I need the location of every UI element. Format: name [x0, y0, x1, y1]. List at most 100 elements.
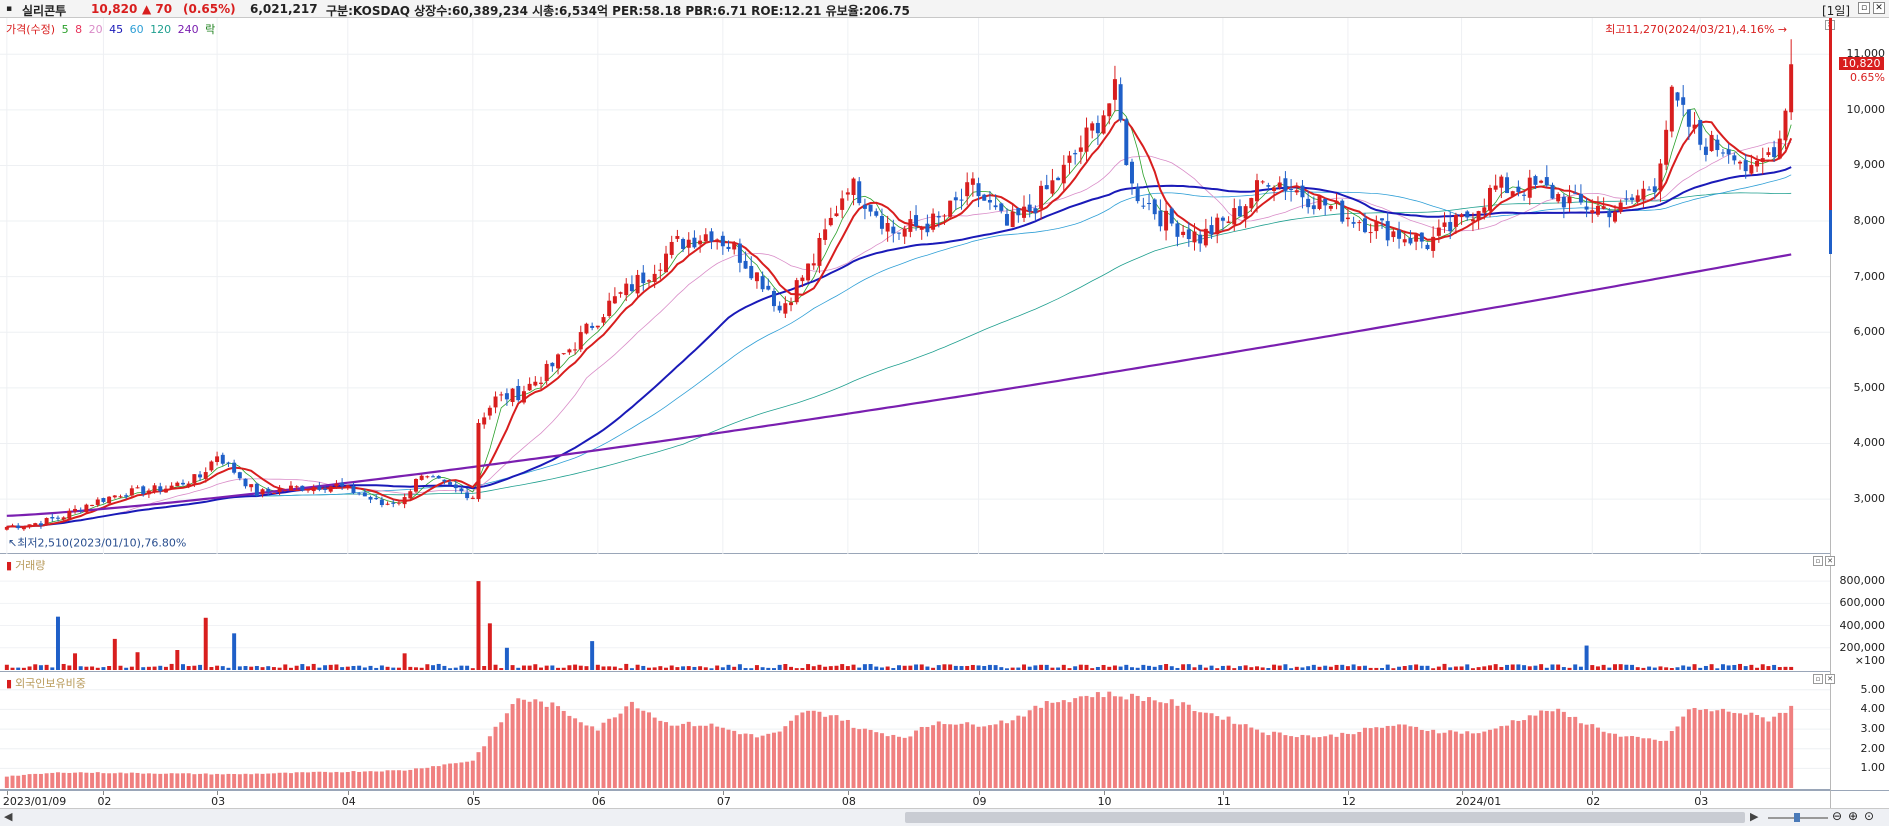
foreign-minimize-icon[interactable]: ▫ — [1813, 674, 1823, 684]
candle — [1664, 120, 1669, 171]
scrollbar[interactable]: ◀ ▶ ⊖ ⊕ ⊙ — [0, 808, 1889, 826]
window-menu-icon[interactable]: ▪ — [6, 4, 13, 14]
foreign-bar — [646, 712, 651, 788]
candle — [692, 230, 697, 249]
volume-bar — [1715, 668, 1720, 670]
foreign-bar — [181, 773, 185, 788]
candle — [1556, 192, 1561, 204]
foreign-bar — [237, 774, 242, 788]
restore-icon[interactable]: ▫ — [1858, 2, 1870, 14]
zoom-in-icon[interactable]: ⊕ — [1848, 809, 1859, 823]
scroll-left-icon[interactable]: ◀ — [4, 810, 13, 823]
foreign-bar — [982, 726, 987, 788]
zoom-slider-handle[interactable] — [1794, 813, 1800, 822]
foreign-bar — [516, 698, 521, 788]
foreign-bar — [379, 771, 384, 788]
candle — [1431, 226, 1436, 258]
price-axis[interactable]: ▫ ✕ 11,00010,0009,0008,0007,0006,0005,00… — [1825, 18, 1889, 554]
volume-bar — [1175, 667, 1180, 670]
foreign-bar — [1681, 716, 1686, 788]
volume-bar — [419, 667, 424, 670]
price-legend: 가격(수정) 5 8 20 45 60 120 240 락 — [6, 21, 218, 37]
volume-bar — [1033, 665, 1038, 670]
candle — [1362, 212, 1367, 234]
volume-axis[interactable]: ▫ ✕ 800,000 600,000 400,000 200,000 ×100 — [1813, 554, 1889, 672]
foreign-bar — [1783, 712, 1788, 788]
foreign-bar — [283, 772, 288, 788]
volume-bar — [902, 665, 907, 670]
candle — [601, 313, 606, 327]
foreign-pane[interactable]: ▮ 외국인보유비중 — [0, 672, 1830, 790]
candle — [891, 219, 896, 243]
period-selector[interactable]: [1일] — [1822, 4, 1851, 18]
volume-bar — [1260, 667, 1265, 670]
foreign-bar — [146, 773, 151, 788]
candle — [1584, 197, 1589, 218]
candle — [1198, 230, 1203, 252]
volume-bar — [1505, 664, 1510, 670]
high-annotation: 최고11,270(2024/03/21),4.16% → — [1605, 23, 1787, 36]
zoom-out-icon[interactable]: ⊖ — [1832, 809, 1843, 823]
volume-bar — [879, 667, 884, 670]
volume-bar — [783, 664, 788, 670]
volume-bar — [175, 650, 180, 670]
zoom-reset-icon[interactable]: ⊙ — [1864, 809, 1875, 823]
volume-bar — [1277, 665, 1282, 670]
foreign-bar — [1584, 724, 1589, 788]
close-icon[interactable]: ✕ — [1873, 2, 1885, 14]
candle — [1192, 223, 1197, 251]
foreign-bar — [800, 712, 805, 788]
foreign-bar — [811, 710, 816, 788]
volume-bar — [402, 653, 407, 670]
candle — [612, 287, 617, 305]
foreign-bar — [1215, 716, 1220, 788]
candle — [1220, 216, 1225, 231]
candle — [1482, 198, 1487, 220]
volume-bar — [101, 667, 106, 670]
volume-bar — [1493, 664, 1498, 670]
volume-bar — [1789, 666, 1794, 670]
price-tick-label: 3,000 — [1853, 492, 1886, 506]
price-pane[interactable]: 최고11,270(2024/03/21),4.16% → ↖최저2,510(202… — [0, 18, 1830, 554]
candle — [573, 342, 578, 355]
foreign-bar — [1380, 727, 1385, 788]
foreign-close-icon[interactable]: ✕ — [1825, 674, 1835, 684]
volume-bar — [1709, 664, 1714, 670]
candle — [698, 235, 703, 253]
candle — [107, 496, 112, 504]
volume-bar — [1397, 666, 1402, 670]
candle — [1436, 219, 1441, 243]
foreign-bar — [1539, 710, 1544, 788]
volume-bar — [311, 663, 316, 670]
foreign-axis[interactable]: ▫ ✕ 5.00 4.00 3.00 2.00 1.00 — [1813, 672, 1889, 790]
candle — [1544, 165, 1549, 188]
foreign-bar — [1533, 715, 1538, 788]
candle — [1164, 201, 1169, 241]
volume-bar — [1169, 666, 1174, 670]
foreign-bar — [1698, 709, 1703, 788]
foreign-bar — [27, 774, 32, 788]
volume-pane[interactable]: ▮ 거래량 — [0, 554, 1830, 672]
scroll-thumb[interactable] — [905, 812, 1745, 823]
foreign-bar — [419, 768, 424, 788]
foreign-bar — [1198, 712, 1203, 788]
volume-bar — [601, 666, 606, 670]
candle — [1527, 169, 1532, 205]
price-tick-label: 8,000 — [1853, 214, 1886, 228]
foreign-bar — [158, 773, 163, 788]
volume-bar — [44, 664, 49, 670]
date-tick-label: 12 — [1341, 795, 1356, 808]
price-tick-label: 11,000 — [1846, 47, 1886, 61]
foreign-bar — [1652, 739, 1657, 788]
candle — [1755, 155, 1760, 173]
candle — [1112, 65, 1117, 112]
candle — [1340, 199, 1345, 224]
foreign-bar — [1294, 737, 1299, 788]
foreign-bar — [10, 775, 15, 788]
foreign-bar — [1249, 727, 1254, 788]
volume-close-icon[interactable]: ✕ — [1825, 556, 1835, 566]
date-tick-label: 04 — [341, 795, 356, 808]
scroll-right-icon[interactable]: ▶ — [1750, 810, 1759, 823]
volume-bar — [1777, 667, 1782, 670]
volume-minimize-icon[interactable]: ▫ — [1813, 556, 1823, 566]
